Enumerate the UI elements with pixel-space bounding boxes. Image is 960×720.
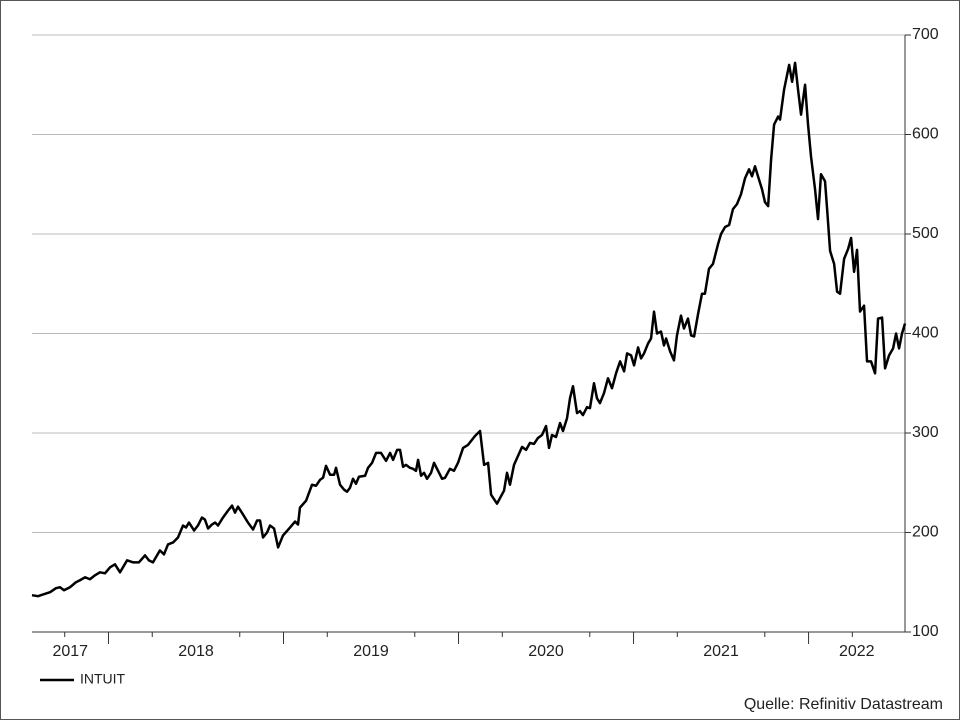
y-tick-label: 200 (912, 524, 939, 541)
x-tick-label: 2017 (52, 643, 88, 660)
y-tick-label: 300 (912, 424, 939, 441)
x-tick-label: 2021 (703, 643, 739, 660)
x-tick-label: 2019 (353, 643, 389, 660)
legend-label: INTUIT (80, 671, 126, 687)
x-tick-label: 2022 (839, 643, 875, 660)
price-line (31, 61, 907, 598)
x-tick-label: 2020 (528, 643, 564, 660)
y-tick-label: 600 (912, 126, 939, 143)
x-tick-label: 2018 (178, 643, 214, 660)
y-tick-label: 500 (912, 225, 939, 242)
source-note: Quelle: Refinitiv Datastream (744, 696, 943, 713)
y-tick-label: 100 (912, 623, 939, 640)
y-tick-label: 400 (912, 325, 939, 342)
y-tick-label: 700 (912, 26, 939, 43)
